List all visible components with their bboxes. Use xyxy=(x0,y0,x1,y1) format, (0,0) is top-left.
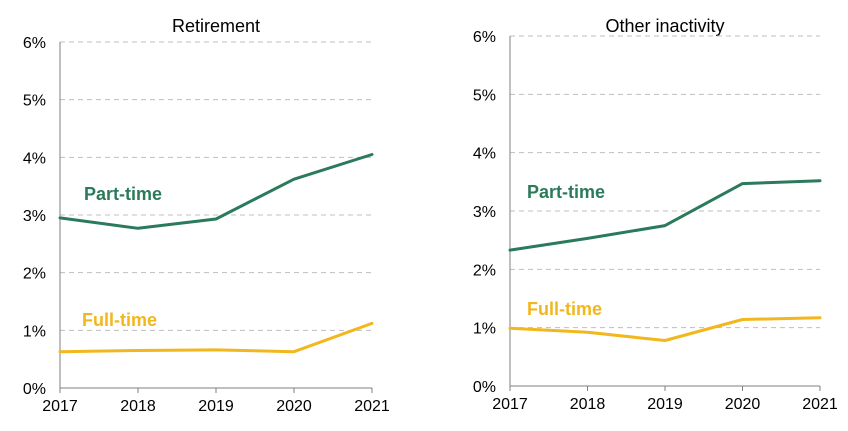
y-tick-label: 2% xyxy=(473,262,496,279)
series-label: Part-time xyxy=(527,182,605,202)
x-tick-label: 2018 xyxy=(570,396,606,413)
chart-panel-retirement: Retirement 0% 1% 2% 3% 4% 5% 6% 2017 2018 2019 2020… xyxy=(23,16,390,415)
y-tick-label: 5% xyxy=(23,93,46,110)
series-line-full-time xyxy=(58,321,374,354)
y-tick-label: 6% xyxy=(473,29,496,46)
x-tick-label: 2021 xyxy=(802,396,838,413)
x-tick-label: 2021 xyxy=(354,398,390,415)
x-tick-label: 2019 xyxy=(647,396,683,413)
x-tick-label: 2020 xyxy=(276,398,312,415)
series-label: Full-time xyxy=(82,310,157,330)
y-tick-label: 4% xyxy=(473,146,496,163)
x-tick-label: 2017 xyxy=(42,398,78,415)
series-line-full-time xyxy=(508,316,822,342)
series-line-part-time xyxy=(58,153,374,230)
y-tick-label: 0% xyxy=(473,379,496,396)
x-tick-label: 2019 xyxy=(198,398,234,415)
x-tick-label: 2020 xyxy=(725,396,761,413)
chart-title: Other inactivity xyxy=(605,16,724,36)
series-label: Full-time xyxy=(527,299,602,319)
y-tick-label: 1% xyxy=(23,323,46,340)
series-line-part-time xyxy=(508,179,822,252)
y-tick-label: 3% xyxy=(473,204,496,221)
y-tick-label: 2% xyxy=(23,266,46,283)
y-tick-label: 1% xyxy=(473,321,496,338)
chart-title: Retirement xyxy=(172,16,260,36)
y-tick-label: 5% xyxy=(473,87,496,104)
y-tick-label: 3% xyxy=(23,208,46,225)
y-tick-label: 4% xyxy=(23,150,46,167)
x-tick-label: 2017 xyxy=(492,396,528,413)
y-tick-label: 6% xyxy=(23,35,46,52)
y-tick-label: 0% xyxy=(23,381,46,398)
x-tick-label: 2018 xyxy=(120,398,156,415)
series-label: Part-time xyxy=(84,184,162,204)
chart-panel-other-inactivity: Other inactivity 0% 1% 2% 3% 4% 5% 6% 2017 2018 20… xyxy=(473,16,838,413)
